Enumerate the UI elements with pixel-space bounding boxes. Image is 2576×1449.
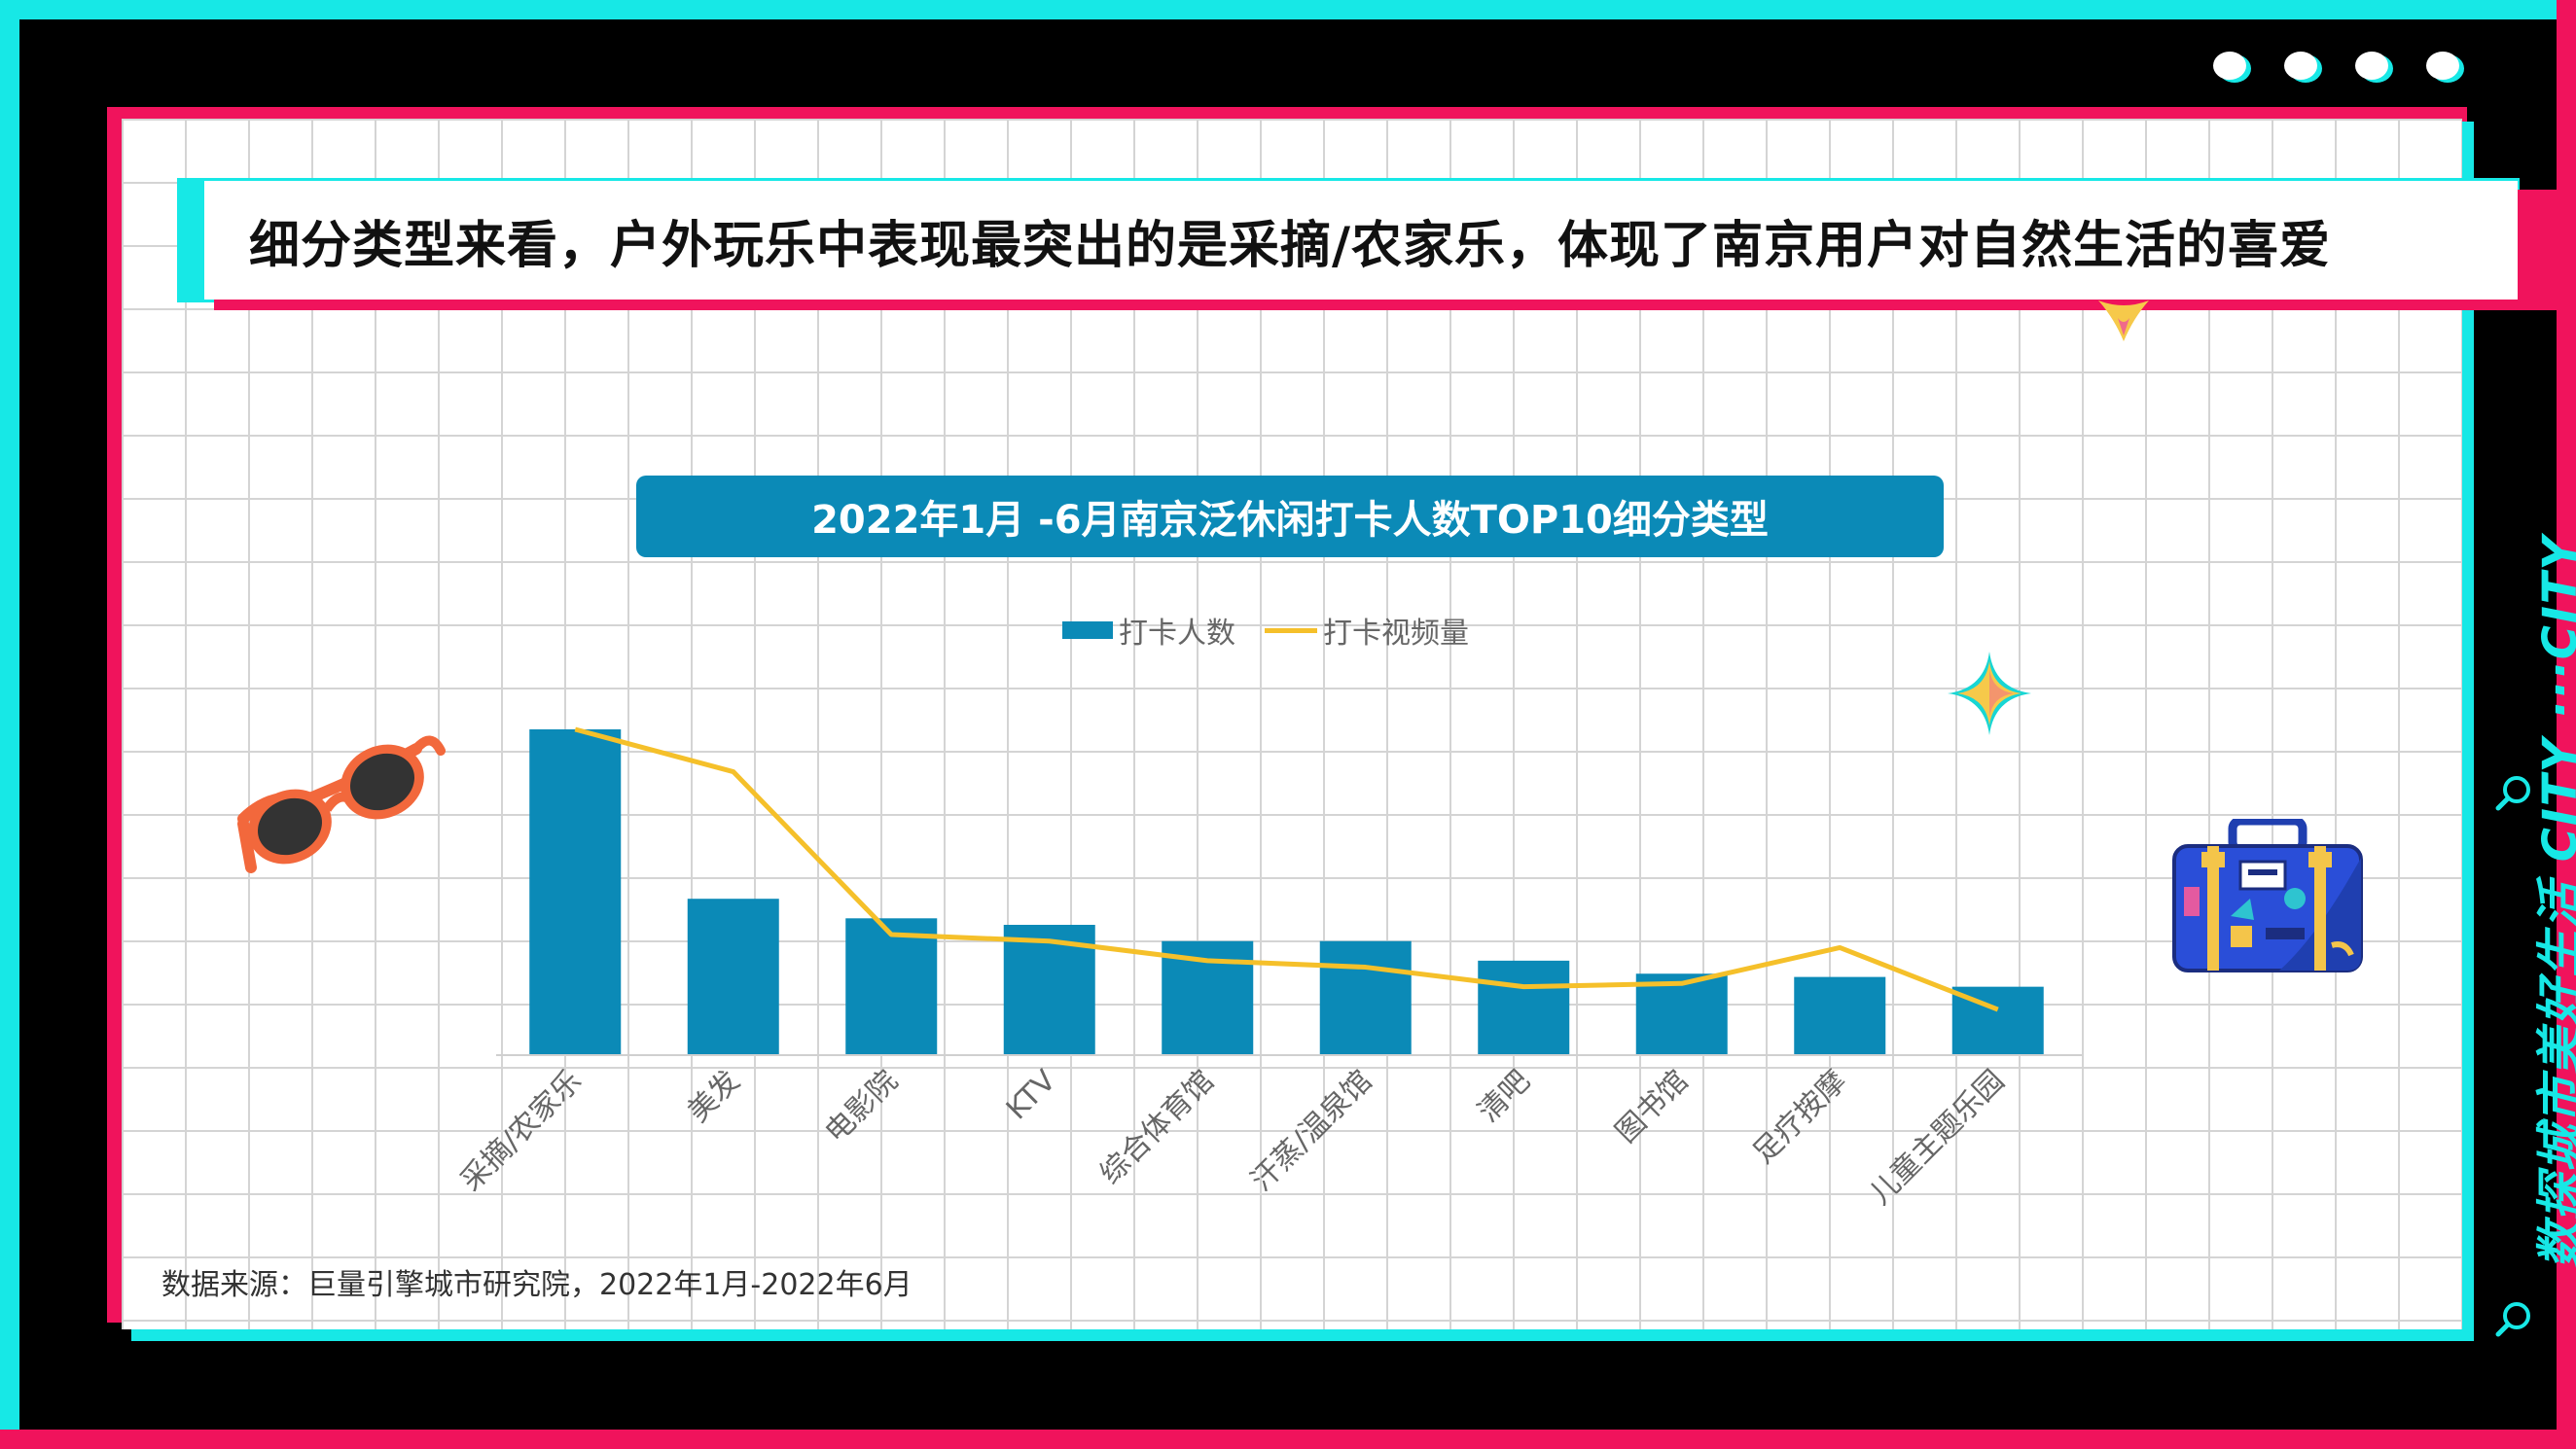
bar-1	[687, 899, 779, 1055]
bar-7	[1635, 973, 1728, 1055]
chart-legend: 打卡人数 打卡视频量	[1062, 609, 1469, 652]
bar-6	[1478, 960, 1570, 1055]
headline-box: 细分类型来看，户外玩乐中表现最突出的是采摘/农家乐，体现了南京用户对自然生活的喜…	[204, 181, 2518, 300]
sparkle-star-small-icon	[2098, 300, 2149, 341]
x-tick-labels: 采摘/农家乐 美发 电影院 KTV 综合体育馆 汗蒸/温泉馆 清吧 图书馆 足疗按摩 儿童主题乐园	[454, 1064, 2011, 1212]
data-source: 数据来源：巨量引擎城市研究院，2022年1月-2022年6月	[161, 1268, 912, 1302]
sunglasses-icon	[237, 735, 446, 873]
suitcase-icon	[2172, 819, 2363, 972]
x-tick-label: 采摘/农家乐	[454, 1064, 589, 1198]
x-tick-label: 清吧	[1472, 1064, 1537, 1129]
x-tick-label: KTV	[1000, 1064, 1063, 1127]
frame-stripe-bottom	[0, 1430, 2576, 1449]
legend-label-line: 打卡视频量	[1323, 617, 1469, 651]
window-dot-4	[2426, 52, 2459, 80]
bar-5	[1319, 940, 1412, 1055]
window-dot-1	[2213, 52, 2246, 80]
bar-8	[1794, 976, 1886, 1055]
x-tick-label: 美发	[681, 1064, 746, 1129]
window-dot-3	[2355, 52, 2388, 80]
chart-title: 2022年1月 -6月南京泛休闲打卡人数TOP10细分类型	[811, 498, 1769, 543]
x-tick-label: 电影院	[819, 1064, 905, 1149]
frame-stripe-left	[0, 0, 19, 1449]
legend-swatch-bar	[1062, 621, 1113, 639]
series-line-videos	[574, 726, 1999, 1012]
x-tick-label: 儿童主题乐园	[1863, 1064, 2011, 1212]
search-icon-bottom	[2495, 1302, 2530, 1337]
x-tick-label: 汗蒸/温泉馆	[1244, 1064, 1378, 1198]
headline: 细分类型来看，户外玩乐中表现最突出的是采摘/农家乐，体现了南京用户对自然生活的喜…	[249, 216, 2331, 275]
legend-label-bar: 打卡人数	[1119, 617, 1235, 651]
search-icon	[2495, 776, 2530, 811]
bar-2	[845, 918, 938, 1055]
chart-title-bar: 2022年1月 -6月南京泛休闲打卡人数TOP10细分类型	[636, 476, 1944, 557]
side-caption: 数探城市美好生活 CITY ···CITY	[2533, 534, 2576, 1269]
x-tick-label: 图书馆	[1609, 1064, 1695, 1149]
bars-group	[529, 729, 2044, 1055]
frame-stripe-right	[2557, 0, 2576, 1449]
sparkle-star-icon	[1948, 652, 2031, 735]
x-tick-label: 足疗按摩	[1746, 1064, 1853, 1171]
x-tick-label: 综合体育馆	[1093, 1064, 1221, 1191]
grid-panel	[122, 119, 2462, 1329]
bar-0	[529, 729, 622, 1055]
frame-stripe-top	[0, 0, 2576, 19]
window-dot-2	[2284, 52, 2317, 80]
legend-swatch-line	[1265, 627, 1317, 633]
